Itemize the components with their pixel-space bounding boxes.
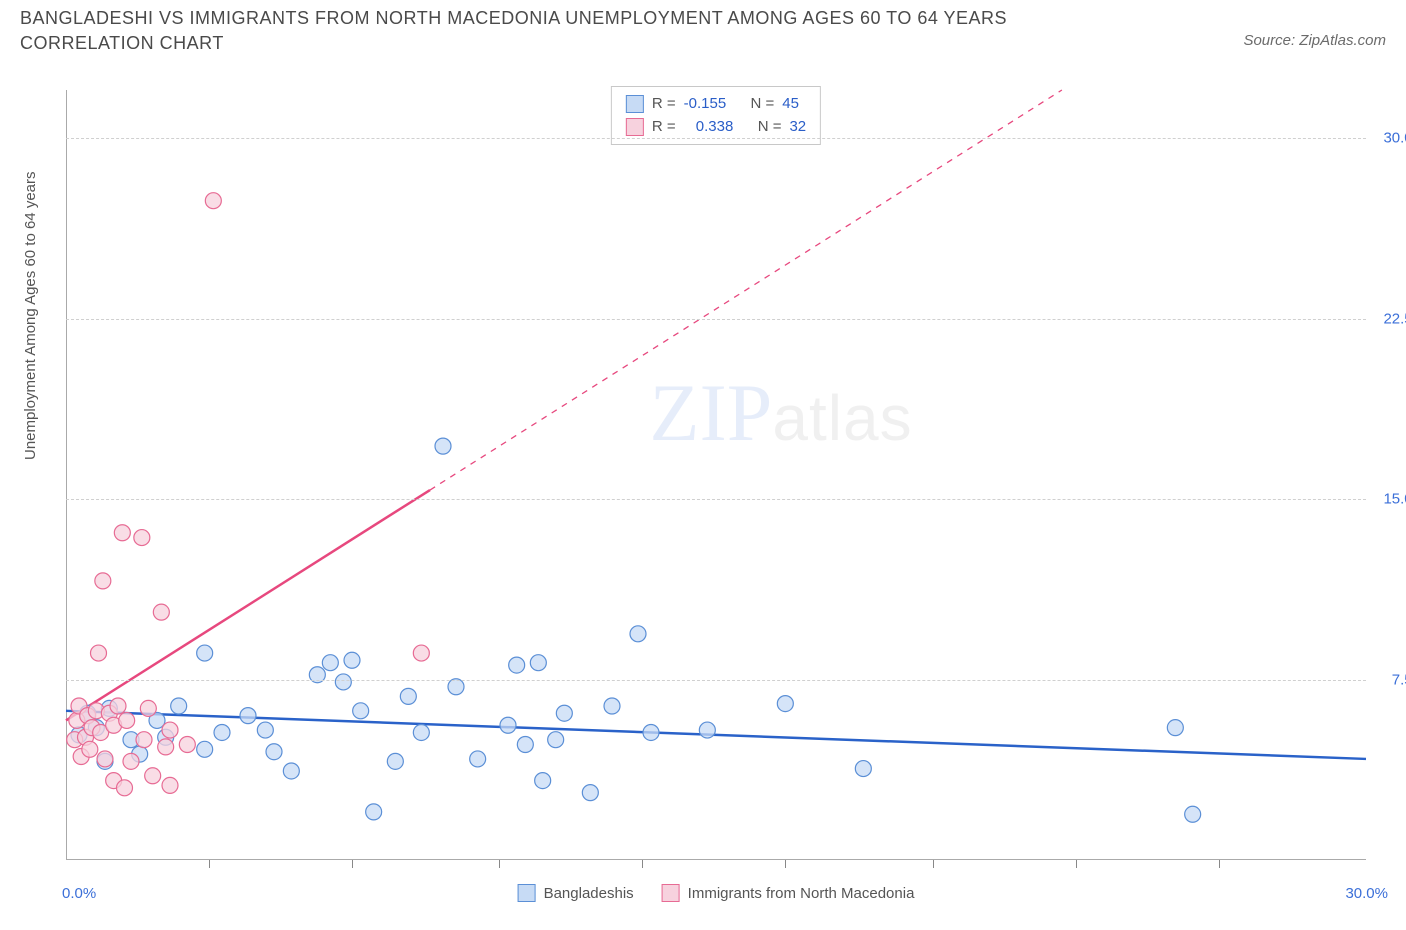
- series-legend: Bangladeshis Immigrants from North Maced…: [518, 884, 915, 902]
- r-value-macedonia: 0.338: [696, 116, 734, 139]
- stats-row-macedonia: R = 0.338 N = 32: [626, 116, 806, 139]
- x-tick: [1076, 860, 1077, 868]
- x-tick: [499, 860, 500, 868]
- chart-title: BANGLADESHI VS IMMIGRANTS FROM NORTH MAC…: [20, 6, 1120, 56]
- chart-plot-area: ZIPatlas R = -0.155 N = 45 R = 0.338 N =…: [66, 90, 1366, 860]
- legend-label-macedonia: Immigrants from North Macedonia: [688, 885, 915, 902]
- n-value-macedonia: 32: [789, 116, 806, 139]
- n-label: N =: [751, 93, 775, 116]
- swatch-macedonia: [626, 118, 644, 136]
- r-label: R =: [652, 116, 676, 139]
- n-value-bangladeshis: 45: [782, 93, 799, 116]
- swatch-bangladeshis: [626, 95, 644, 113]
- y-tick-label: 22.5%: [1383, 310, 1406, 327]
- x-tick: [785, 860, 786, 868]
- x-tick: [209, 860, 210, 868]
- legend-item-bangladeshis: Bangladeshis: [518, 884, 634, 902]
- gridline: [66, 319, 1366, 320]
- gridline: [66, 138, 1366, 139]
- legend-swatch-macedonia: [662, 884, 680, 902]
- legend-swatch-bangladeshis: [518, 884, 536, 902]
- x-tick: [352, 860, 353, 868]
- stats-legend: R = -0.155 N = 45 R = 0.338 N = 32: [611, 86, 821, 145]
- r-label: R =: [652, 93, 676, 116]
- stats-row-bangladeshis: R = -0.155 N = 45: [626, 93, 806, 116]
- y-tick-label: 15.0%: [1383, 491, 1406, 508]
- gridline: [66, 680, 1366, 681]
- source-attribution: Source: ZipAtlas.com: [1243, 32, 1386, 49]
- r-value-bangladeshis: -0.155: [684, 93, 727, 116]
- x-max-label: 30.0%: [1345, 885, 1388, 902]
- legend-item-macedonia: Immigrants from North Macedonia: [662, 884, 915, 902]
- x-tick: [642, 860, 643, 868]
- x-tick: [1219, 860, 1220, 868]
- legend-label-bangladeshis: Bangladeshis: [544, 885, 634, 902]
- x-min-label: 0.0%: [62, 885, 96, 902]
- y-tick-label: 30.0%: [1383, 130, 1406, 147]
- y-axis-label: Unemployment Among Ages 60 to 64 years: [22, 171, 39, 460]
- y-tick-label: 7.5%: [1392, 671, 1406, 688]
- x-tick: [933, 860, 934, 868]
- gridline: [66, 499, 1366, 500]
- scatter-points-layer: [66, 90, 1366, 860]
- n-label: N =: [758, 116, 782, 139]
